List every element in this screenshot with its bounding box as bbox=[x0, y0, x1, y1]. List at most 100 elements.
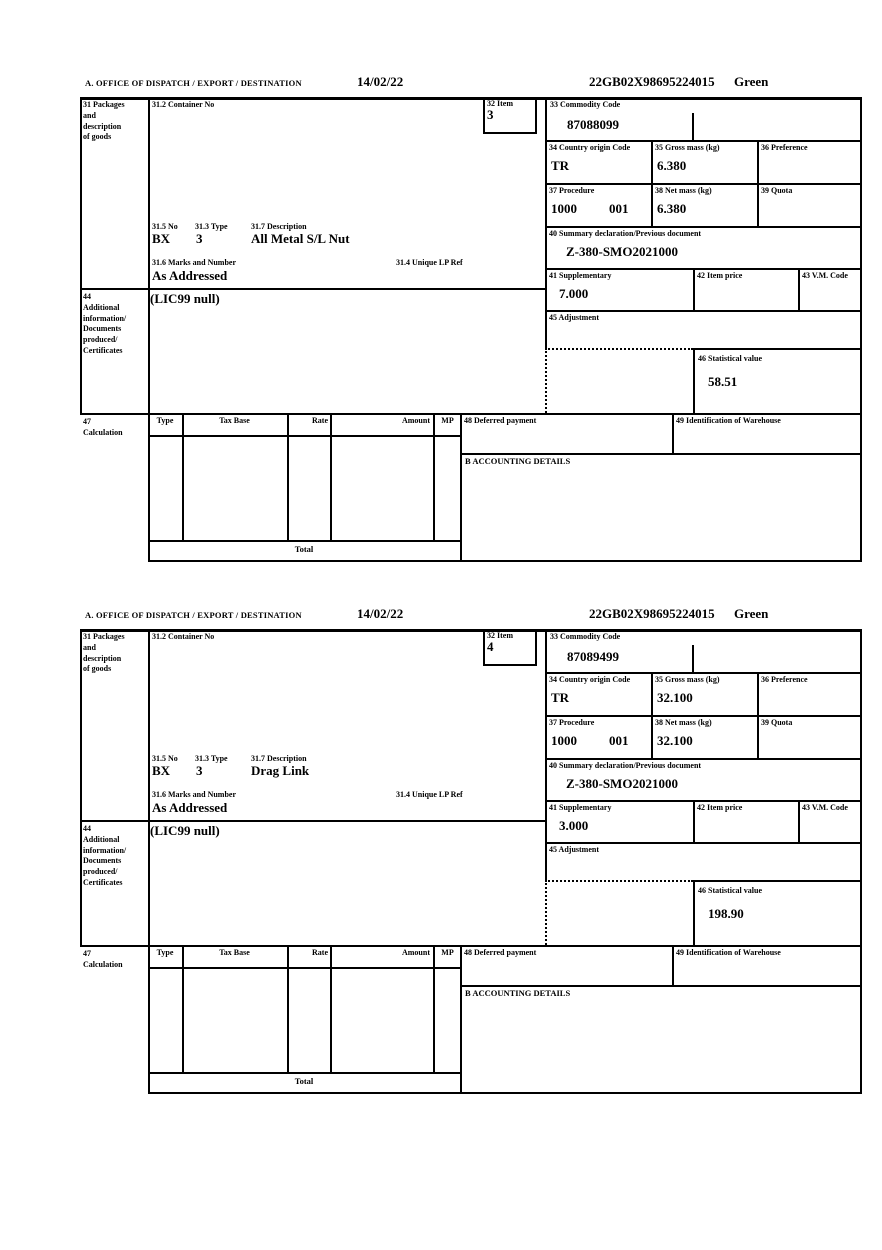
grid-line bbox=[545, 310, 862, 312]
net-mass-value: 32.100 bbox=[657, 733, 693, 748]
box42-item-price-label: 42 Item price bbox=[697, 271, 743, 280]
declaration-date: 14/02/22 bbox=[357, 606, 404, 621]
grid-line bbox=[545, 715, 862, 717]
grid-line bbox=[545, 226, 862, 228]
grid-line bbox=[693, 348, 695, 413]
grid-line bbox=[80, 945, 862, 947]
movement-reference-number: 22GB02X98695224015 bbox=[589, 606, 715, 621]
grid-line bbox=[80, 288, 545, 290]
box49-warehouse-label: 49 Identification of Warehouse bbox=[676, 416, 781, 425]
box39-quota-label: 39 Quota bbox=[761, 186, 793, 195]
grid-line bbox=[330, 945, 332, 1072]
previous-document-value: Z-380-SMO2021000 bbox=[566, 776, 678, 791]
package-type-value: 3 bbox=[196, 763, 203, 778]
grid-line bbox=[545, 183, 862, 185]
grid-line bbox=[287, 945, 289, 1072]
grid-line bbox=[148, 629, 150, 945]
box46-statistical-value-label: 46 Statistical value bbox=[698, 354, 762, 363]
grid-line bbox=[80, 820, 545, 822]
box31-2-container-no-label: 31.2 Container No bbox=[152, 100, 215, 109]
box36-preference-label: 36 Preference bbox=[761, 675, 808, 684]
procedure-qualifier-value: 001 bbox=[609, 733, 629, 748]
movement-reference-number: 22GB02X98695224015 bbox=[589, 74, 715, 89]
grid-line bbox=[148, 435, 460, 437]
declaration-date: 14/02/22 bbox=[357, 74, 404, 89]
grid-line bbox=[692, 645, 694, 672]
box41-supplementary-label: 41 Supplementary bbox=[549, 271, 612, 280]
marks-and-number-value: As Addressed bbox=[152, 268, 228, 283]
routing-status: Green bbox=[734, 74, 769, 89]
grid-line bbox=[148, 540, 460, 542]
calc-col-rate-header: Rate bbox=[312, 948, 328, 957]
additional-information-value: (LIC99 null) bbox=[150, 291, 220, 306]
procedure-qualifier-value: 001 bbox=[609, 201, 629, 216]
grid-line bbox=[545, 97, 547, 348]
goods-description-value: All Metal S/L Nut bbox=[251, 231, 350, 246]
calc-col-mp-header: MP bbox=[441, 416, 454, 425]
box31-4-unique-lp-ref-label: 31.4 Unique LP Ref bbox=[396, 258, 463, 267]
statistical-value: 58.51 bbox=[708, 374, 738, 389]
grid-line bbox=[148, 413, 150, 560]
net-mass-value: 6.380 bbox=[657, 201, 687, 216]
grid-line bbox=[148, 97, 150, 413]
supplementary-value: 3.000 bbox=[559, 818, 589, 833]
box31-3-type-label: 31.3 Type bbox=[195, 222, 228, 231]
calc-col-rate-header: Rate bbox=[312, 416, 328, 425]
additional-information-value: (LIC99 null) bbox=[150, 823, 220, 838]
grid-line bbox=[545, 629, 547, 880]
box47-calculation-label: 47 Calculation bbox=[83, 949, 123, 969]
supplementary-value: 7.000 bbox=[559, 286, 589, 301]
grid-line bbox=[460, 453, 862, 455]
calc-total-label: Total bbox=[294, 544, 314, 554]
calc-col-mp-header: MP bbox=[441, 948, 454, 957]
calc-col-tax-base-header: Tax Base bbox=[219, 948, 250, 957]
grid-line bbox=[545, 842, 862, 844]
dotted-line bbox=[545, 880, 693, 882]
box31-6-marks-label: 31.6 Marks and Number bbox=[152, 258, 237, 267]
dotted-line bbox=[545, 880, 547, 945]
grid-line bbox=[433, 413, 435, 540]
calc-col-tax-base-header: Tax Base bbox=[219, 416, 250, 425]
gross-mass-value: 6.380 bbox=[657, 158, 687, 173]
grid-line bbox=[693, 800, 695, 842]
statistical-value: 198.90 bbox=[708, 906, 744, 921]
country-origin-value: TR bbox=[551, 158, 570, 173]
box40-previous-document-label: 40 Summary declaration/Previous document bbox=[549, 229, 702, 238]
box42-item-price-label: 42 Item price bbox=[697, 803, 743, 812]
box31-packages-label: 31 Packages and description of goods bbox=[83, 100, 125, 142]
box31-6-marks-label: 31.6 Marks and Number bbox=[152, 790, 237, 799]
accounting-details-label: B ACCOUNTING DETAILS bbox=[465, 456, 571, 466]
box44-additional-info-label: 44 Additional information/ Documents pro… bbox=[83, 292, 127, 355]
calc-col-amount-header: Amount bbox=[401, 416, 430, 425]
box32-item-label: 32 Item bbox=[487, 631, 513, 640]
box35-gross-mass-label: 35 Gross mass (kg) bbox=[655, 143, 720, 152]
grid-line bbox=[798, 800, 800, 842]
box34-country-origin-label: 34 Country origin Code bbox=[549, 143, 631, 152]
box41-supplementary-label: 41 Supplementary bbox=[549, 803, 612, 812]
item-number-value: 4 bbox=[487, 639, 494, 654]
grid-line bbox=[545, 268, 862, 270]
grid-line bbox=[330, 413, 332, 540]
commodity-code-value: 87089499 bbox=[567, 649, 619, 664]
box49-warehouse-label: 49 Identification of Warehouse bbox=[676, 948, 781, 957]
box31-5-no-label: 31.5 No bbox=[152, 222, 178, 231]
box45-adjustment-label: 45 Adjustment bbox=[549, 845, 600, 854]
grid-line bbox=[693, 348, 862, 350]
box40-previous-document-label: 40 Summary declaration/Previous document bbox=[549, 761, 702, 770]
box33-commodity-code-label: 33 Commodity Code bbox=[550, 632, 621, 641]
box32-item-frame bbox=[483, 97, 537, 134]
grid-line bbox=[545, 800, 862, 802]
grid-line bbox=[80, 97, 82, 413]
package-no-value: BX bbox=[152, 231, 171, 246]
dotted-line bbox=[545, 348, 693, 350]
grid-line bbox=[80, 413, 862, 415]
grid-line bbox=[545, 672, 862, 674]
procedure-value: 1000 bbox=[551, 201, 577, 216]
box31-7-description-label: 31.7 Description bbox=[251, 222, 307, 231]
box32-item-label: 32 Item bbox=[487, 99, 513, 108]
grid-line bbox=[433, 945, 435, 1072]
item-number-value: 3 bbox=[487, 107, 494, 122]
box48-deferred-payment-label: 48 Deferred payment bbox=[464, 948, 537, 957]
grid-line bbox=[80, 97, 862, 100]
box33-commodity-code-label: 33 Commodity Code bbox=[550, 100, 621, 109]
